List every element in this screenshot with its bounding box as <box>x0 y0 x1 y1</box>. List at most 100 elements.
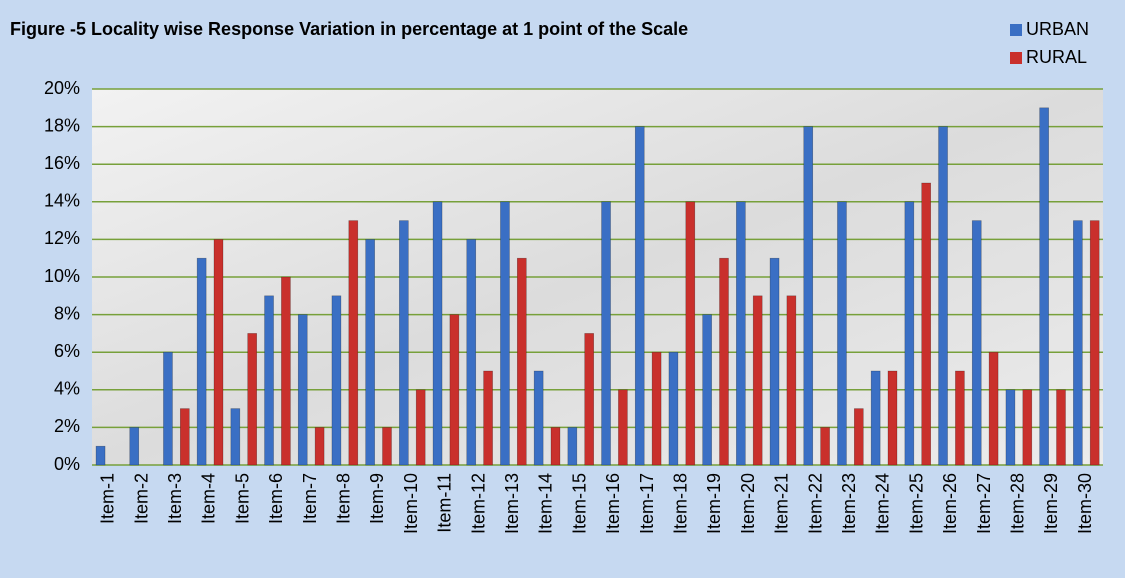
x-tick-label: Item-20 <box>738 473 758 534</box>
bar <box>837 201 847 466</box>
bar <box>281 276 291 466</box>
bar <box>803 126 814 466</box>
x-tick-label: Item-30 <box>1075 473 1095 534</box>
bar <box>365 239 375 466</box>
bar <box>348 220 359 466</box>
x-tick-label: Item-8 <box>334 473 354 524</box>
bar <box>1089 220 1100 466</box>
x-tick-label: Item-21 <box>772 473 792 534</box>
chart-title: Figure -5 Locality wise Response Variati… <box>10 19 688 39</box>
bar <box>955 370 965 466</box>
bar <box>601 201 611 466</box>
bar <box>668 351 679 466</box>
bar <box>921 182 931 466</box>
bar <box>399 220 409 466</box>
bar <box>904 201 915 466</box>
bar <box>567 427 578 466</box>
bar <box>331 295 342 466</box>
bar <box>264 295 274 466</box>
y-tick-label: 2% <box>54 416 80 436</box>
bar <box>466 239 477 466</box>
bar <box>1005 389 1016 466</box>
legend-swatch <box>1010 24 1022 36</box>
bar <box>449 314 460 466</box>
bar <box>247 333 257 466</box>
x-tick-label: Item-9 <box>367 473 387 524</box>
bar <box>1039 107 1049 466</box>
x-tick-label: Item-29 <box>1041 473 1061 534</box>
x-tick-label: Item-1 <box>98 473 118 524</box>
x-tick-label: Item-28 <box>1008 473 1028 534</box>
bar <box>196 257 207 466</box>
y-tick-label: 14% <box>44 191 80 211</box>
y-tick-label: 0% <box>54 454 80 474</box>
bar <box>483 370 493 466</box>
x-tick-label: Item-17 <box>637 473 657 534</box>
x-tick-label: Item-7 <box>300 473 320 524</box>
bar <box>786 295 797 466</box>
bar <box>938 126 948 466</box>
bar <box>432 201 443 466</box>
bar <box>820 427 830 466</box>
bar <box>163 351 173 466</box>
x-tick-label: Item-24 <box>873 473 893 534</box>
y-tick-label: 20% <box>44 78 80 98</box>
bar <box>887 370 898 466</box>
x-tick-label: Item-23 <box>839 473 859 534</box>
bar <box>297 314 308 466</box>
x-tick-label: Item-26 <box>940 473 960 534</box>
x-tick-label: Item-3 <box>165 473 185 524</box>
bar <box>584 333 594 466</box>
x-tick-label: Item-16 <box>603 473 623 534</box>
bar <box>213 239 224 466</box>
bar <box>516 257 527 466</box>
y-tick-label: 18% <box>44 115 80 135</box>
bar <box>971 220 982 466</box>
bar <box>651 351 662 466</box>
bar <box>230 408 241 466</box>
bar <box>853 408 864 466</box>
bar <box>382 427 392 466</box>
bar <box>1073 220 1083 466</box>
x-tick-label: Item-13 <box>502 473 522 534</box>
bar <box>702 314 712 466</box>
x-tick-label: Item-22 <box>805 473 825 534</box>
bar <box>870 370 881 466</box>
bar <box>500 201 510 466</box>
y-tick-label: 4% <box>54 379 80 399</box>
x-tick-label: Item-19 <box>704 473 724 534</box>
y-tick-label: 12% <box>44 228 80 248</box>
x-tick-label: Item-14 <box>536 473 556 534</box>
legend-label: RURAL <box>1026 47 1087 67</box>
y-tick-label: 6% <box>54 341 80 361</box>
x-tick-label: Item-12 <box>468 473 488 534</box>
bar <box>769 257 780 466</box>
x-tick-label: Item-25 <box>906 473 926 534</box>
bar <box>634 126 645 466</box>
x-tick-label: Item-6 <box>266 473 286 524</box>
legend-label: URBAN <box>1026 19 1089 39</box>
x-tick-label: Item-2 <box>131 473 151 524</box>
bar <box>685 201 696 466</box>
x-tick-label: Item-18 <box>671 473 691 534</box>
x-tick-label: Item-5 <box>232 473 252 524</box>
bar <box>1056 389 1066 466</box>
x-tick-label: Item-4 <box>199 473 219 524</box>
y-tick-label: 8% <box>54 303 80 323</box>
bar <box>736 201 746 466</box>
y-tick-label: 10% <box>44 266 80 286</box>
bar <box>179 408 190 466</box>
bar <box>415 389 426 466</box>
bar <box>988 351 999 466</box>
bar <box>1022 389 1033 466</box>
bar <box>719 257 729 466</box>
x-tick-label: Item-27 <box>974 473 994 534</box>
legend-swatch <box>1010 52 1022 64</box>
x-tick-label: Item-15 <box>569 473 589 534</box>
bar <box>550 427 561 466</box>
bar <box>618 389 628 466</box>
bar <box>129 427 140 466</box>
bar <box>752 295 763 466</box>
